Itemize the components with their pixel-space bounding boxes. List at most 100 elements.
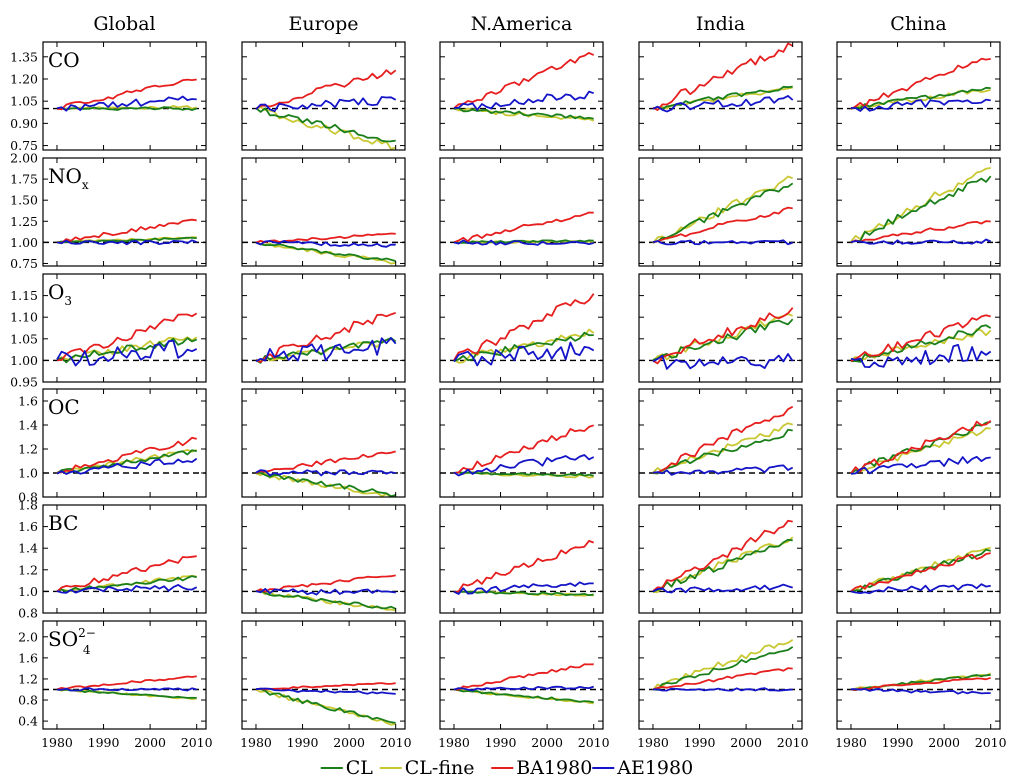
- panel-frame: [241, 620, 406, 730]
- y-tick-label: 0.75: [10, 256, 38, 271]
- x-tick-label: 1990: [287, 735, 319, 750]
- panel-frame: [42, 41, 207, 151]
- series-line-cl: [652, 428, 793, 475]
- series-line-ba1980: [56, 436, 197, 474]
- series-group: [652, 405, 794, 476]
- panel-frame: [836, 388, 1001, 498]
- x-tick-label: 1980: [41, 735, 73, 750]
- column-title-europe: Europe: [288, 13, 358, 35]
- x-tick-label: 2010: [380, 735, 412, 750]
- y-tick-label: 1.35: [10, 49, 38, 64]
- series-group: [652, 175, 794, 246]
- series-line-cl: [453, 471, 594, 477]
- panel-frame: [439, 273, 604, 383]
- panel-frame: [241, 388, 406, 498]
- series-line-ba1980: [453, 540, 595, 593]
- series-line-ba1980: [255, 682, 396, 691]
- legend-label: AE1980: [616, 757, 693, 779]
- x-tick-label: 2000: [531, 735, 563, 750]
- series-line-ae1980: [652, 583, 793, 594]
- y-tick-label: 1.2: [18, 671, 38, 686]
- series-line-cl: [255, 589, 397, 610]
- series-line-ba1980: [850, 420, 992, 474]
- y-tick-label: 1.6: [18, 650, 38, 665]
- series-line-cl: [652, 318, 794, 361]
- series-line-ae1980: [850, 98, 991, 112]
- series-line-ae1980: [850, 343, 992, 369]
- series-line-ba1980: [652, 42, 794, 111]
- series-group: [255, 312, 397, 364]
- x-tick-label: 2000: [134, 735, 166, 750]
- panel-oc-global: 0.8 1.0 1.2 1.4 1.6 OC: [18, 388, 207, 505]
- series-group: [453, 293, 595, 367]
- y-tick-label: 1.6: [18, 519, 38, 534]
- x-tick-label: 1980: [637, 735, 669, 750]
- panel-co-namerica: [439, 41, 604, 151]
- series-line-ae1980: [56, 339, 198, 367]
- x-tick-label: 2010: [777, 735, 809, 750]
- column-title-india: India: [696, 13, 745, 35]
- series-line-ae1980: [652, 239, 794, 246]
- series-group: [255, 232, 396, 265]
- panel-co-europe: [241, 41, 406, 151]
- y-tick-label: 0.8: [18, 693, 38, 708]
- series-group: [850, 672, 992, 695]
- y-tick-label: 0.75: [10, 138, 38, 153]
- y-tick-label: 2.00: [10, 151, 38, 166]
- series-line-cl: [256, 471, 396, 497]
- series-line-ae1980: [56, 584, 198, 594]
- panel-frame: [439, 41, 604, 151]
- species-label-co: CO: [48, 48, 80, 72]
- series-line-ae1980: [850, 238, 992, 245]
- series-line-ae1980: [56, 457, 198, 475]
- species-label-nox: NOx: [48, 164, 89, 192]
- panel-frame: [42, 620, 207, 730]
- series-line-ba1980: [56, 218, 197, 244]
- y-tick-label: 1.2: [18, 442, 38, 457]
- series-line-ba1980: [850, 314, 991, 362]
- panel-so4-india: 1980 1990 2000 2010: [637, 620, 809, 750]
- panel-frame: [836, 273, 1001, 383]
- series-line-ba1980: [255, 232, 396, 244]
- panel-nox-china: [836, 157, 1001, 267]
- x-tick-label: 2010: [181, 735, 213, 750]
- series-line-ba1980: [652, 307, 794, 365]
- species-label-main: CO: [48, 48, 80, 72]
- series-group: [56, 436, 198, 475]
- series-line-ba1980: [255, 69, 397, 110]
- x-tick-label: 1990: [882, 735, 914, 750]
- series-group: [850, 314, 992, 369]
- series-line-ae1980: [453, 685, 594, 692]
- panel-co-india: [638, 41, 803, 151]
- series-group: [56, 218, 198, 246]
- panel-frame: [439, 157, 604, 267]
- x-tick-label: 1980: [835, 735, 867, 750]
- y-tick-label: 0.90: [10, 116, 38, 131]
- series-line-ba1980: [850, 552, 991, 592]
- panel-frame: [836, 157, 1001, 267]
- series-group: [850, 420, 992, 475]
- series-line-ae1980: [453, 90, 594, 111]
- series-group: [255, 574, 397, 612]
- series-line-ba1980: [453, 52, 595, 109]
- series-line-cl: [56, 449, 197, 474]
- series-group: [453, 52, 595, 122]
- panel-o3-namerica: [439, 273, 604, 383]
- panel-so4-china: 1980 1990 2000 2010: [835, 620, 1007, 750]
- series-line-cl: [453, 688, 594, 704]
- panel-nox-europe: [241, 157, 406, 267]
- series-group: [652, 307, 794, 370]
- series-group: [255, 69, 397, 150]
- legend-item-cl: CL: [320, 757, 373, 779]
- panel-nox-global: 0.75 1.00 1.25 1.50 1.75 2.00 NOx: [10, 151, 207, 271]
- series-line-ae1980: [255, 687, 396, 695]
- series-group: [56, 675, 197, 700]
- series-group: [652, 639, 794, 692]
- series-line-ba1980: [652, 667, 793, 691]
- series-line-ba1980: [652, 519, 793, 592]
- panel-oc-europe: [241, 388, 406, 498]
- species-label-main: OC: [48, 395, 80, 419]
- panel-frame: [42, 388, 207, 498]
- x-tick-label: 2010: [578, 735, 610, 750]
- panel-oc-china: [836, 388, 1001, 498]
